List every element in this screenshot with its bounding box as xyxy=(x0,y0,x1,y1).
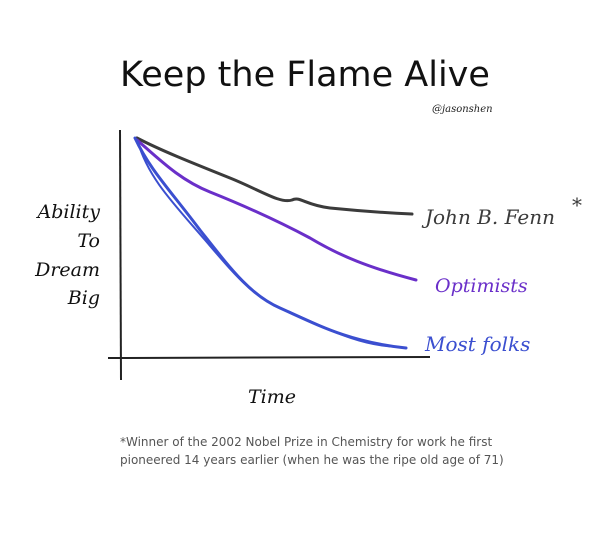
curve-label: John B. Fenn xyxy=(421,205,555,229)
x-axis xyxy=(107,356,431,359)
curve-label: Optimists xyxy=(435,275,528,297)
optimists-curve xyxy=(135,138,418,282)
y-label: Dream xyxy=(34,259,100,281)
y-label: Ability xyxy=(36,201,101,223)
footnote: *Winner of the 2002 Nobel Prize in Chemi… xyxy=(120,435,492,449)
y-label: To xyxy=(77,230,100,252)
x-label: Time xyxy=(248,386,296,408)
most-folks-curve xyxy=(137,141,401,348)
y-label: Big xyxy=(67,287,100,309)
y-axis xyxy=(119,129,122,381)
asterisk: * xyxy=(572,193,582,217)
fenn-curve xyxy=(135,136,414,216)
most-folks-curve xyxy=(133,136,408,350)
curve-label: Most folks xyxy=(424,332,530,356)
title: Keep the Flame Alive xyxy=(120,55,490,95)
footnote: pioneered 14 years earlier (when he was … xyxy=(120,453,504,467)
handle: @jasonshen xyxy=(432,104,493,115)
